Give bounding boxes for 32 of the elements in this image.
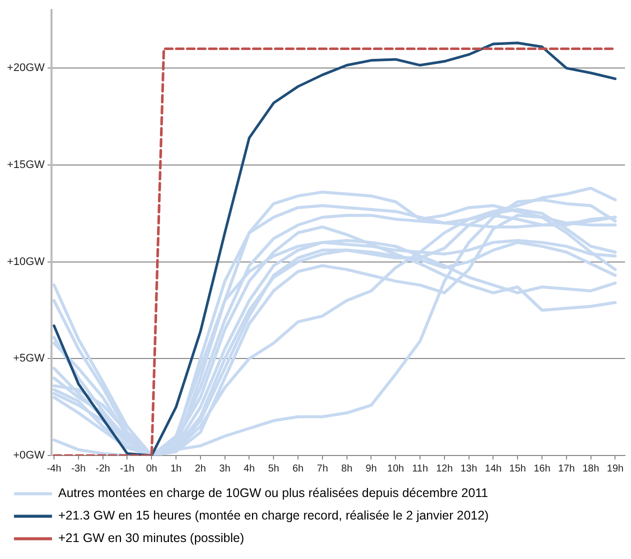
x-tick-label: 12h — [436, 463, 453, 474]
x-tick-label: 7h — [316, 463, 328, 474]
x-tick-label: 15h — [509, 463, 526, 474]
x-tick-label: -4h — [46, 463, 62, 474]
legend-label: +21.3 GW en 15 heures (montée en charge record, réalisée le 2 janvier 2012) — [58, 508, 489, 523]
x-tick-label: 18h — [582, 463, 600, 474]
x-tick-label: 8h — [341, 463, 352, 474]
y-tick-label: +5GW — [13, 352, 46, 365]
x-tick-label: -3h — [71, 463, 86, 474]
x-tick-label: -2h — [96, 463, 110, 474]
x-tick-label: 16h — [534, 463, 550, 474]
legend-label: Autres montées en charge de 10GW ou plus réalisées depuis décembre 2011 — [58, 486, 488, 500]
y-tick-label: +20GW — [6, 62, 46, 74]
x-tick-label: 14h — [484, 463, 502, 474]
x-tick-label: 11h — [412, 463, 428, 474]
x-tick-label: 13h — [460, 463, 478, 474]
y-tick-label: +10GW — [6, 256, 46, 268]
x-tick-label: 3h — [219, 463, 230, 474]
x-tick-label: 1h — [170, 463, 182, 474]
x-tick-label: 2h — [194, 463, 206, 474]
x-tick-label: 0h — [146, 463, 158, 474]
y-tick-label: +0GW — [13, 450, 46, 462]
x-tick-label: 9h — [366, 463, 377, 474]
x-tick-label: 17h — [558, 463, 575, 474]
x-tick-label: 19h — [606, 463, 624, 474]
x-tick-label: 6h — [292, 463, 304, 474]
x-tick-label: 10h — [387, 463, 404, 474]
x-tick-label: -1h — [120, 463, 134, 474]
x-tick-label: 5h — [268, 463, 280, 474]
x-tick-label: 4h — [244, 463, 255, 474]
legend-label: +21 GW en 30 minutes (possible) — [58, 531, 244, 546]
y-tick-label: +15GW — [6, 158, 46, 171]
